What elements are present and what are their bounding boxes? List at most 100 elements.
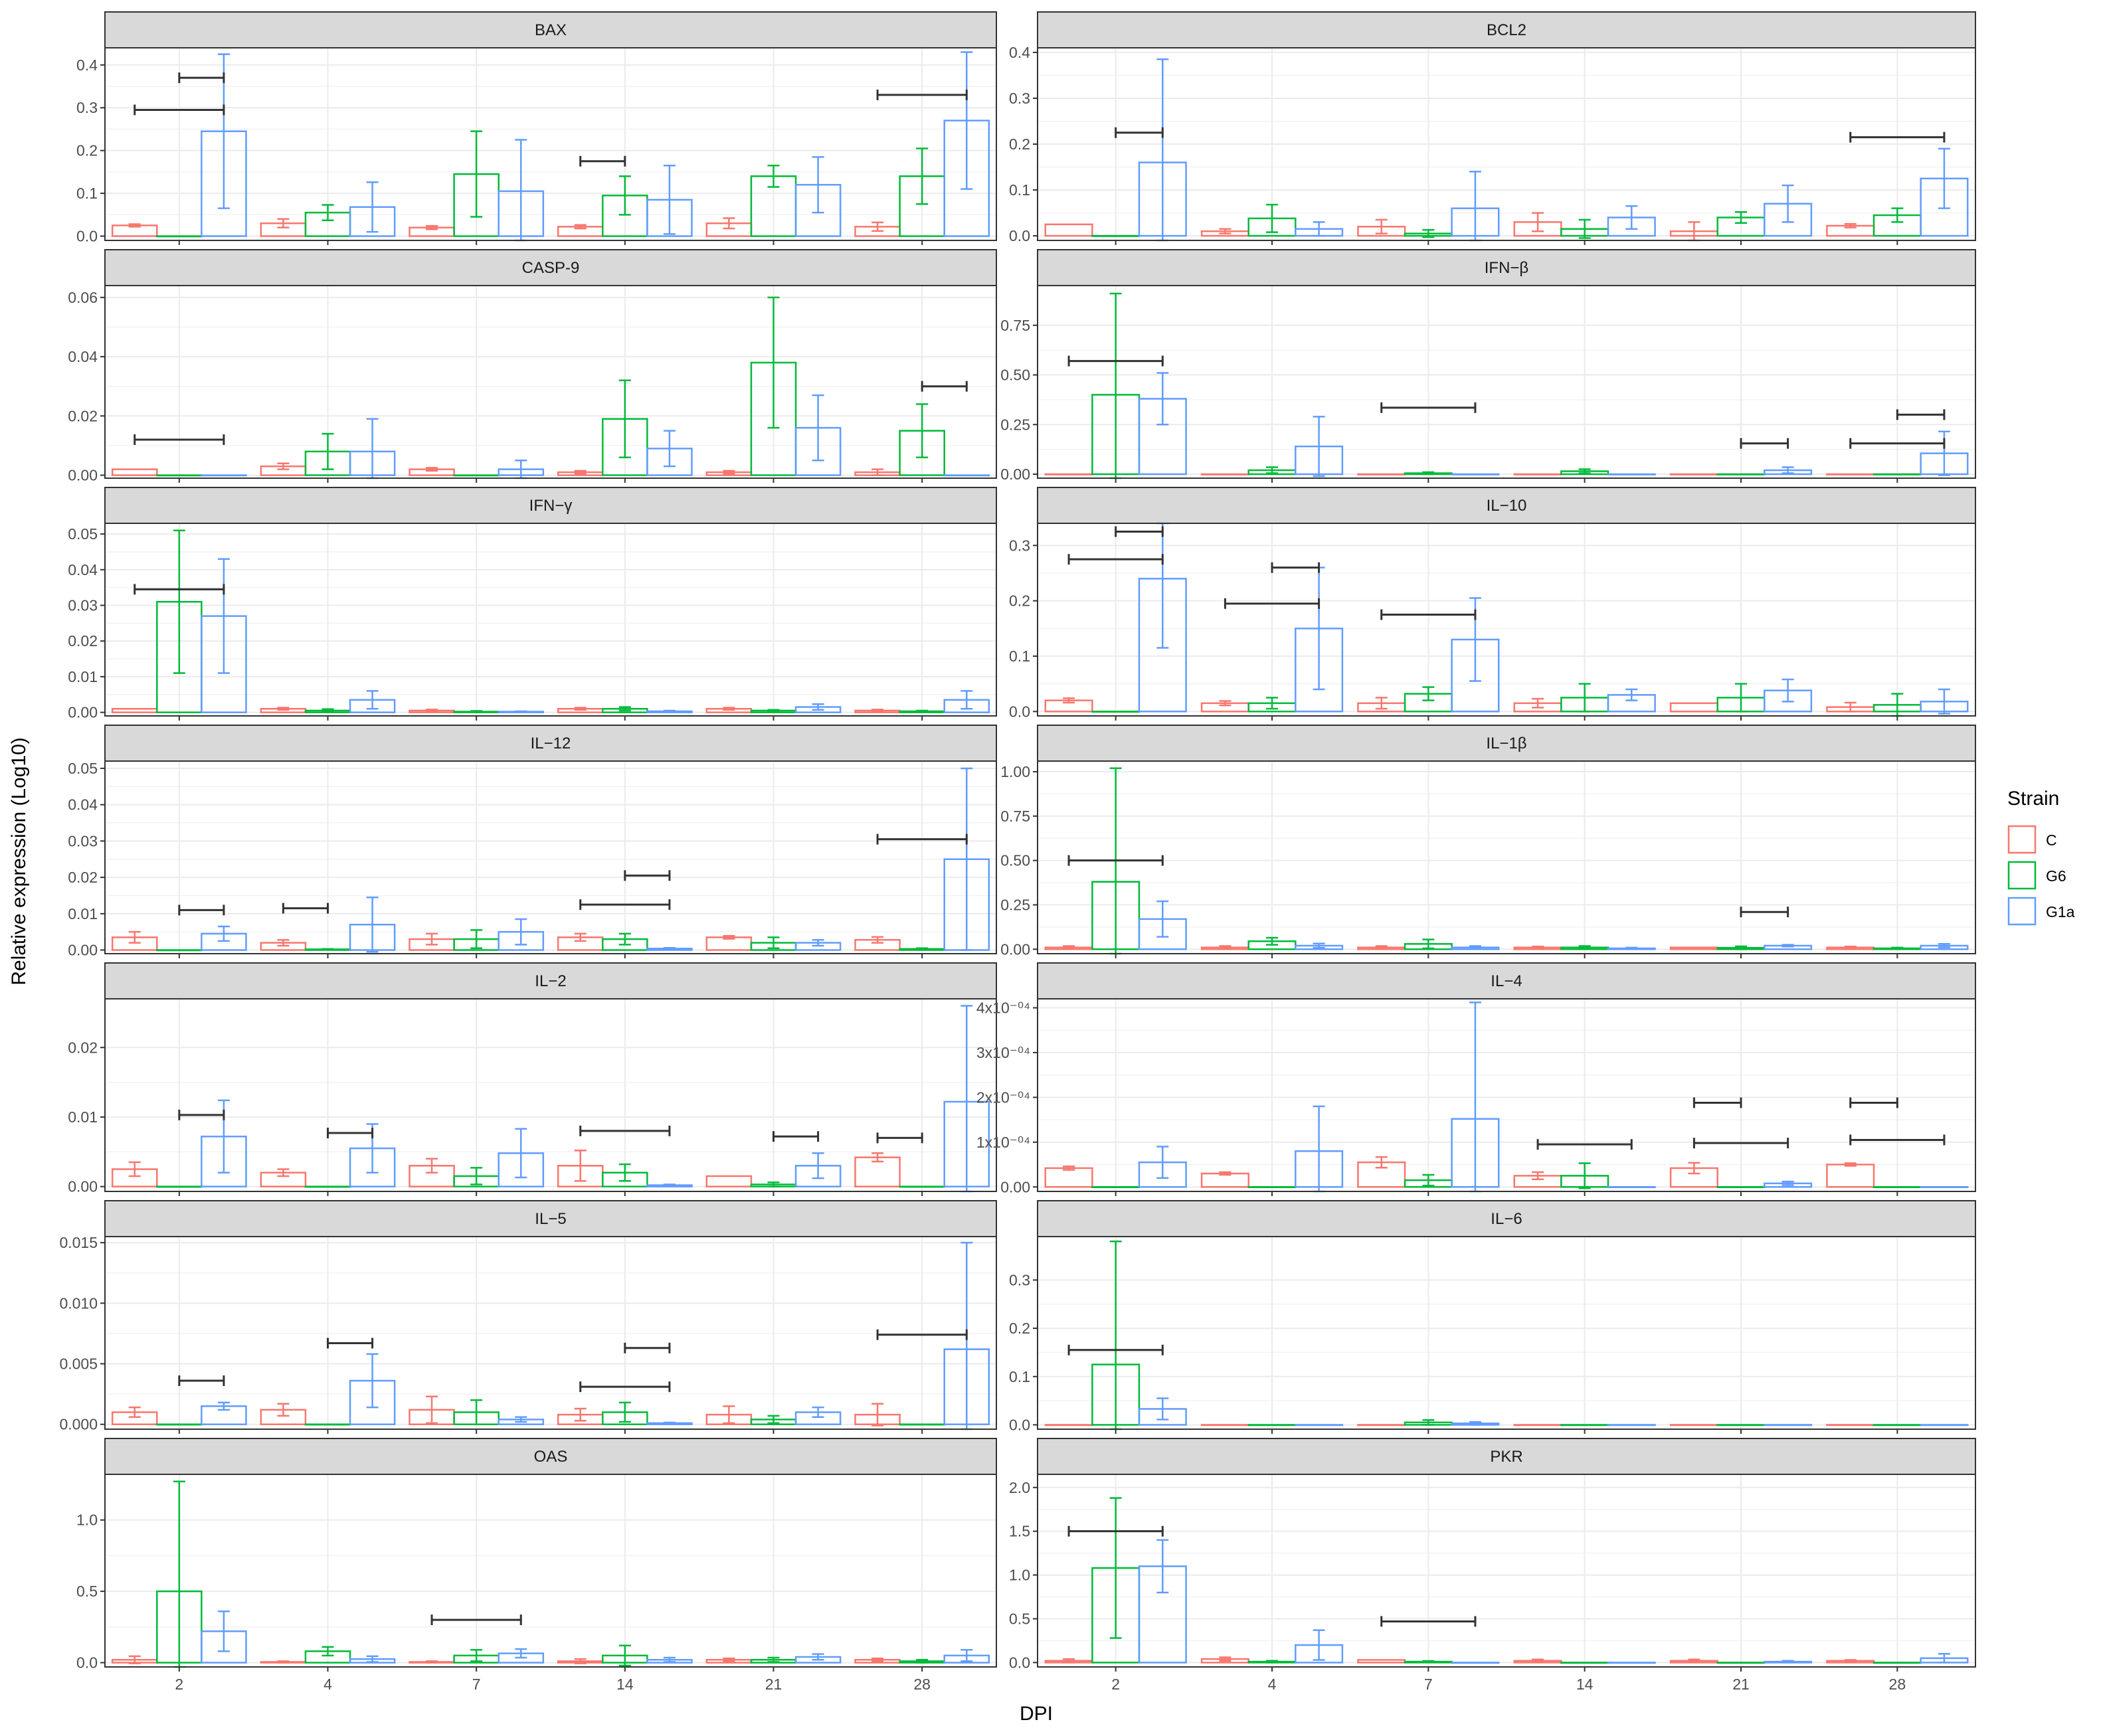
y-tick-label: 0.04	[68, 561, 98, 578]
bar-g1a	[1607, 473, 1656, 476]
y-tick-label: 4x10⁻⁰⁴	[976, 999, 1030, 1016]
bar-g1a	[1451, 1662, 1500, 1664]
x-axis-title: DPI	[1020, 1703, 1053, 1725]
strip-title: IL−5	[535, 1210, 566, 1228]
y-tick-label: 0.2	[1009, 592, 1030, 610]
y-tick-label: 2.0	[1009, 1479, 1030, 1496]
panel-background	[105, 999, 996, 1191]
bar-g6	[1560, 1662, 1609, 1664]
bar-c	[1669, 473, 1718, 476]
bar-c	[111, 468, 158, 476]
x-tick-label: 2	[175, 1676, 183, 1693]
panel-border	[1037, 1474, 1976, 1668]
bar-g6	[1716, 1662, 1766, 1664]
legend: Strain C G6 G1a	[2006, 788, 2075, 927]
strip-bcl2	[1037, 11, 1976, 48]
y-tick-label: 1.00	[1000, 763, 1030, 780]
y-tick-label: 0.50	[1000, 367, 1030, 384]
x-tick-label: 21	[765, 1676, 782, 1693]
strip-il-6	[1037, 1200, 1976, 1237]
y-tick-label: 0.1	[1009, 181, 1030, 199]
y-tick-label: 0.05	[68, 760, 98, 777]
panel-il-10: IL−10 0.0 0.1 0.2 0.3	[1009, 487, 1976, 721]
legend-key-g1a	[2006, 895, 2038, 927]
y-tick-label: 0.3	[1009, 537, 1030, 554]
legend-label-c: C	[2046, 831, 2057, 849]
strip-title: BAX	[535, 21, 567, 39]
y-axis-title: Relative expression (Log10)	[8, 737, 30, 986]
bar-g6	[1091, 711, 1141, 713]
panel-il-12: IL−12 0.00 0.01 0.02 0.03 0.04 0.05	[68, 725, 997, 959]
y-tick-label: 0.2	[76, 142, 98, 159]
strip-oas	[104, 1438, 997, 1475]
legend-key-g6	[2006, 859, 2038, 891]
y-tick-label: 0.4	[1009, 44, 1030, 61]
strip-ifn-	[1037, 249, 1976, 286]
y-tick-label: 0.01	[68, 905, 98, 922]
panel-pkr: PKR 0.0 0.5 1.0 1.5 2.0 2 4 7 14 21 28	[1009, 1438, 1976, 1693]
panel-background	[105, 1237, 996, 1429]
strip-title: IL−4	[1491, 972, 1522, 990]
panel-ifn-: IFN−β 0.00 0.25 0.50 0.75	[1000, 249, 1976, 483]
y-tick-label: 0.00	[68, 942, 98, 959]
bar-c	[1044, 473, 1093, 476]
y-tick-label: 0.0	[1009, 1654, 1030, 1671]
legend-label-g1a: G1a	[2046, 903, 2075, 920]
panel-background	[1038, 1474, 1975, 1667]
legend-swatch-g6	[2007, 861, 2037, 890]
panel-border	[104, 285, 997, 479]
x-tick-label: 4	[1268, 1676, 1277, 1693]
bar-g6	[156, 949, 203, 952]
y-tick-label: 0.2	[1009, 1320, 1030, 1337]
y-tick-label: 0.02	[68, 632, 98, 650]
panel-border	[1037, 285, 1976, 479]
panel-background	[1038, 523, 1975, 716]
y-tick-label: 0.01	[68, 1108, 98, 1126]
y-tick-label: 0.00	[1000, 1178, 1030, 1195]
strip-title: PKR	[1490, 1448, 1522, 1466]
strip-title: OAS	[534, 1448, 568, 1466]
x-tick-label: 2	[1111, 1676, 1120, 1693]
legend-swatch-g1a	[2007, 897, 2037, 926]
panel-border	[1037, 998, 1976, 1192]
strip-il-12	[104, 725, 997, 762]
y-tick-label: 0.000	[59, 1416, 98, 1433]
legend-swatch-c	[2007, 825, 2037, 854]
y-tick-label: 0.25	[1000, 896, 1030, 913]
y-tick-label: 1.0	[76, 1512, 98, 1529]
y-tick-label: 1.5	[1009, 1523, 1030, 1540]
strip-il-5	[104, 1200, 997, 1237]
panel-background	[1038, 286, 1975, 478]
strip-title: IFN−β	[1485, 259, 1528, 277]
panel-background	[105, 286, 996, 478]
y-tick-label: 0.02	[68, 869, 98, 886]
x-tick-label: 7	[1424, 1676, 1433, 1693]
panel-border	[104, 760, 997, 954]
y-tick-label: 0.3	[1009, 1271, 1030, 1288]
panel-oas: OAS 0.0 0.5 1.0 2 4 7 14 21 28	[76, 1438, 997, 1693]
panel-border	[104, 1474, 997, 1668]
y-tick-label: 0.0	[1009, 703, 1030, 720]
y-tick-label: 0.00	[1000, 466, 1030, 483]
strip-title: BCL2	[1487, 21, 1526, 39]
panel-background	[105, 761, 996, 954]
x-tick-label: 4	[323, 1676, 332, 1693]
panel-il-4: IL−4 0.00 1x10⁻⁰⁴ 2x10⁻⁰⁴ 3x10⁻⁰⁴ 4x10⁻⁰⁴	[976, 962, 1976, 1196]
bar-g6	[156, 235, 203, 238]
y-tick-label: 0.4	[76, 56, 98, 74]
panel-casp-9: CASP-9 0.00 0.02 0.04 0.06	[68, 249, 997, 484]
y-tick-label: 0.005	[59, 1355, 98, 1373]
x-tick-label: 7	[472, 1676, 481, 1693]
y-tick-label: 0.05	[68, 525, 98, 543]
strip-il-10	[1037, 487, 1976, 524]
y-tick-label: 1x10⁻⁰⁴	[976, 1134, 1030, 1151]
strip-title: IL−10	[1487, 497, 1527, 515]
panel-border	[104, 47, 997, 241]
y-tick-label: 0.1	[1009, 648, 1030, 665]
y-tick-label: 0.04	[68, 348, 98, 365]
panel-border	[1037, 523, 1976, 717]
bar-g1a	[1451, 473, 1500, 476]
y-tick-label: 0.01	[68, 668, 98, 685]
y-tick-label: 0.1	[76, 185, 98, 202]
